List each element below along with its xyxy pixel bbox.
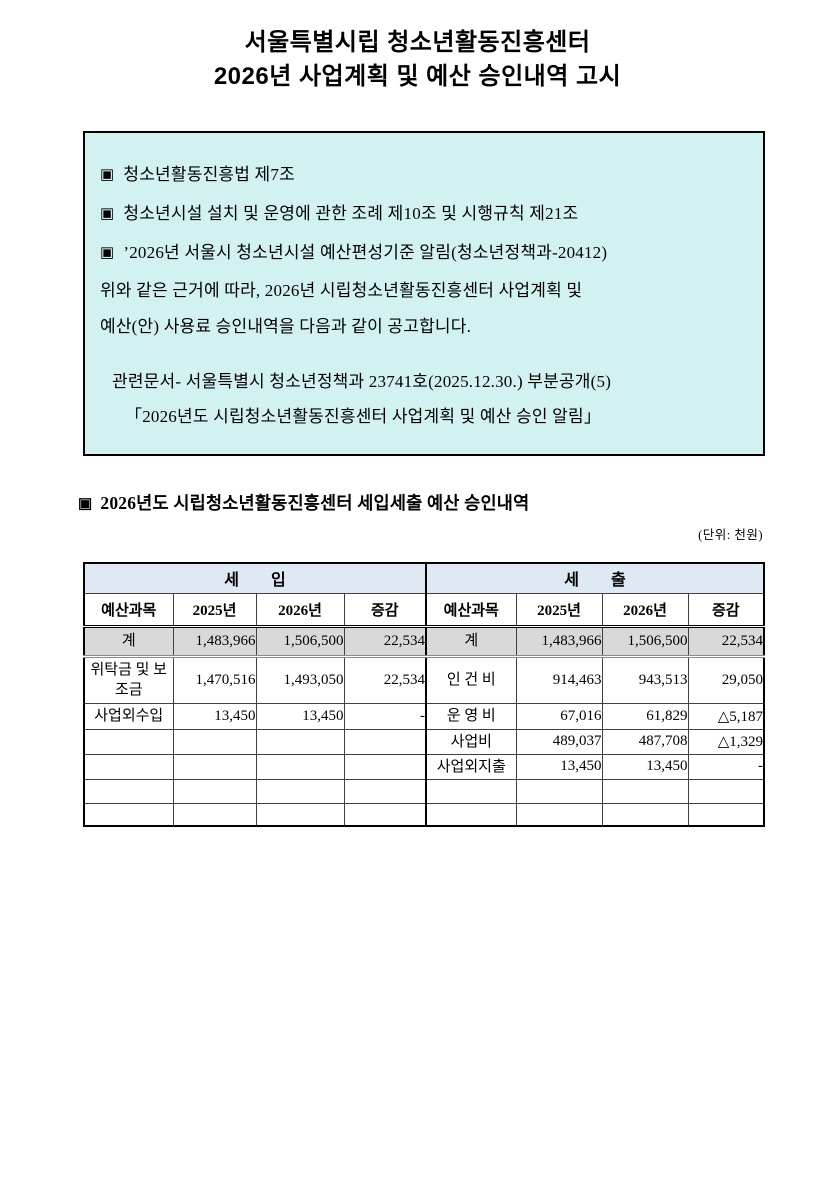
table-cell [425, 802, 517, 827]
notice-body-line-1: 위와 같은 근거에 따라, 2026년 시립청소년활동진흥센터 사업계획 및 [100, 281, 583, 300]
column-header-change: 증감 [343, 592, 427, 628]
table-row: 사업비 489,037 487,708 △1,329 [83, 728, 765, 755]
unit-note: (단위: 천원) [698, 528, 763, 542]
table-cell: 61,829 [601, 702, 689, 730]
table-row: 위탁금 및 보조금 1,470,516 1,493,050 22,534 인 건… [83, 655, 765, 704]
legal-basis-item: ▣ 청소년시설 설치 및 운영에 관한 조례 제10조 및 시행규칙 제21조 [100, 195, 749, 234]
legal-basis-text-1: 청소년활동진흥법 제7조 [123, 165, 295, 184]
table-cell: 487,708 [601, 728, 689, 755]
table-cell [255, 802, 345, 827]
table-cell [343, 728, 427, 755]
table-cell: - [687, 753, 765, 780]
table-cell: 1,470,516 [172, 655, 257, 704]
table-cell: 위탁금 및 보조금 [83, 655, 174, 704]
legal-basis-notice-box: ▣ 청소년활동진흥법 제7조 ▣ 청소년시설 설치 및 운영에 관한 조례 제10조… [83, 131, 765, 456]
legal-basis-text-3: ’2026년 서울시 청소년시설 예산편성기준 알림(청소년정책과-20412) [123, 243, 608, 262]
table-cell: 1,483,966 [172, 625, 257, 658]
table-cell: 1,483,966 [515, 625, 603, 658]
table-cell [687, 802, 765, 827]
table-cell: 사업비 [425, 728, 517, 755]
table-row [83, 778, 765, 804]
table-cell: △5,187 [687, 702, 765, 730]
legal-basis-item: ▣ ’2026년 서울시 청소년시설 예산편성기준 알림(청소년정책과-20412… [100, 234, 749, 273]
table-cell: 67,016 [515, 702, 603, 730]
table-cell: 943,513 [601, 655, 689, 704]
table-row [83, 802, 765, 827]
table-cell: 1,493,050 [255, 655, 345, 704]
table-cell: 13,450 [515, 753, 603, 780]
filled-square-bullet-icon: ▣ [78, 496, 93, 512]
table-cell: 사업외지출 [425, 753, 517, 780]
table-cell: 13,450 [601, 753, 689, 780]
table-cell [601, 802, 689, 827]
legal-basis-text-2: 청소년시설 설치 및 운영에 관한 조례 제10조 및 시행규칙 제21조 [123, 204, 579, 223]
table-cell [172, 802, 257, 827]
table-cell [343, 753, 427, 780]
related-document-block: 관련문서- 서울특별시 청소년정책과 23741호(2025.12.30.) 부… [100, 364, 749, 434]
title-line-2: 2026년 사업계획 및 예산 승인내역 고시 [213, 63, 622, 90]
table-cell [425, 778, 517, 804]
table-cell: 계 [83, 625, 174, 658]
table-cell: 계 [425, 625, 517, 658]
filled-square-bullet-icon: ▣ [100, 245, 115, 261]
table-cell [255, 753, 345, 780]
column-header-2026: 2026년 [601, 592, 689, 628]
table-cell: △1,329 [687, 728, 765, 755]
table-cell: 22,534 [343, 625, 427, 658]
table-row: 사업외수입 13,450 13,450 - 운 영 비 67,016 61,82… [83, 702, 765, 730]
table-cell [83, 728, 174, 755]
table-cell: 1,506,500 [601, 625, 689, 658]
table-cell: 22,534 [687, 625, 765, 658]
table-cell: 운 영 비 [425, 702, 517, 730]
table-cell [687, 778, 765, 804]
table-cell: 사업외수입 [83, 702, 174, 730]
table-cell: 914,463 [515, 655, 603, 704]
table-cell [83, 753, 174, 780]
revenue-group-header: 세 입 [83, 562, 427, 594]
table-cell [255, 778, 345, 804]
expenditure-group-header: 세 출 [425, 562, 765, 594]
table-row: 사업외지출 13,450 13,450 - [83, 753, 765, 780]
table-cell: 29,050 [687, 655, 765, 704]
filled-square-bullet-icon: ▣ [100, 206, 115, 222]
budget-section-heading: ▣ 2026년도 시립청소년활동진흥센터 세입세출 예산 승인내역 [78, 490, 529, 515]
table-cell [172, 728, 257, 755]
budget-approval-table: 세 입 세 출 예산과목 2025년 2026년 증감 예산과목 2025년 2… [83, 562, 766, 827]
table-cell [83, 778, 174, 804]
table-cell: - [343, 702, 427, 730]
column-header-budget-item: 예산과목 [425, 592, 517, 628]
budget-section-heading-text: 2026년도 시립청소년활동진흥센터 세입세출 예산 승인내역 [100, 493, 530, 513]
filled-square-bullet-icon: ▣ [100, 167, 115, 183]
table-cell [172, 753, 257, 780]
notice-body-line-2: 예산(안) 사용료 승인내역을 다음과 같이 공고합니다. [100, 317, 472, 336]
related-document-line-2: 「2026년도 시립청소년활동진흥센터 사업계획 및 예산 승인 알림」 [125, 407, 602, 426]
table-cell: 489,037 [515, 728, 603, 755]
table-column-header-row: 예산과목 2025년 2026년 증감 예산과목 2025년 2026년 증감 [83, 592, 765, 628]
related-document-line-1: 관련문서- 서울특별시 청소년정책과 23741호(2025.12.30.) 부… [112, 372, 612, 391]
table-cell: 13,450 [172, 702, 257, 730]
table-cell [515, 802, 603, 827]
table-cell [83, 802, 174, 827]
table-cell [343, 802, 427, 827]
column-header-2025: 2025년 [515, 592, 603, 628]
table-cell: 인 건 비 [425, 655, 517, 704]
document-title: 서울특별시립 청소년활동진흥센터 2026년 사업계획 및 예산 승인내역 고시 [0, 26, 835, 94]
column-header-2025: 2025년 [172, 592, 257, 628]
table-row-total: 계 1,483,966 1,506,500 22,534 계 1,483,966… [83, 625, 765, 658]
column-header-budget-item: 예산과목 [83, 592, 174, 628]
table-cell [601, 778, 689, 804]
table-cell: 13,450 [255, 702, 345, 730]
table-cell: 1,506,500 [255, 625, 345, 658]
column-header-change: 증감 [687, 592, 765, 628]
title-line-1: 서울특별시립 청소년활동진흥센터 [244, 29, 591, 56]
table-cell [515, 778, 603, 804]
table-group-header-row: 세 입 세 출 [83, 562, 765, 594]
column-header-2026: 2026년 [255, 592, 345, 628]
table-cell: 22,534 [343, 655, 427, 704]
table-cell [255, 728, 345, 755]
legal-basis-item: ▣ 청소년활동진흥법 제7조 [100, 156, 749, 195]
table-cell [343, 778, 427, 804]
table-cell [172, 778, 257, 804]
